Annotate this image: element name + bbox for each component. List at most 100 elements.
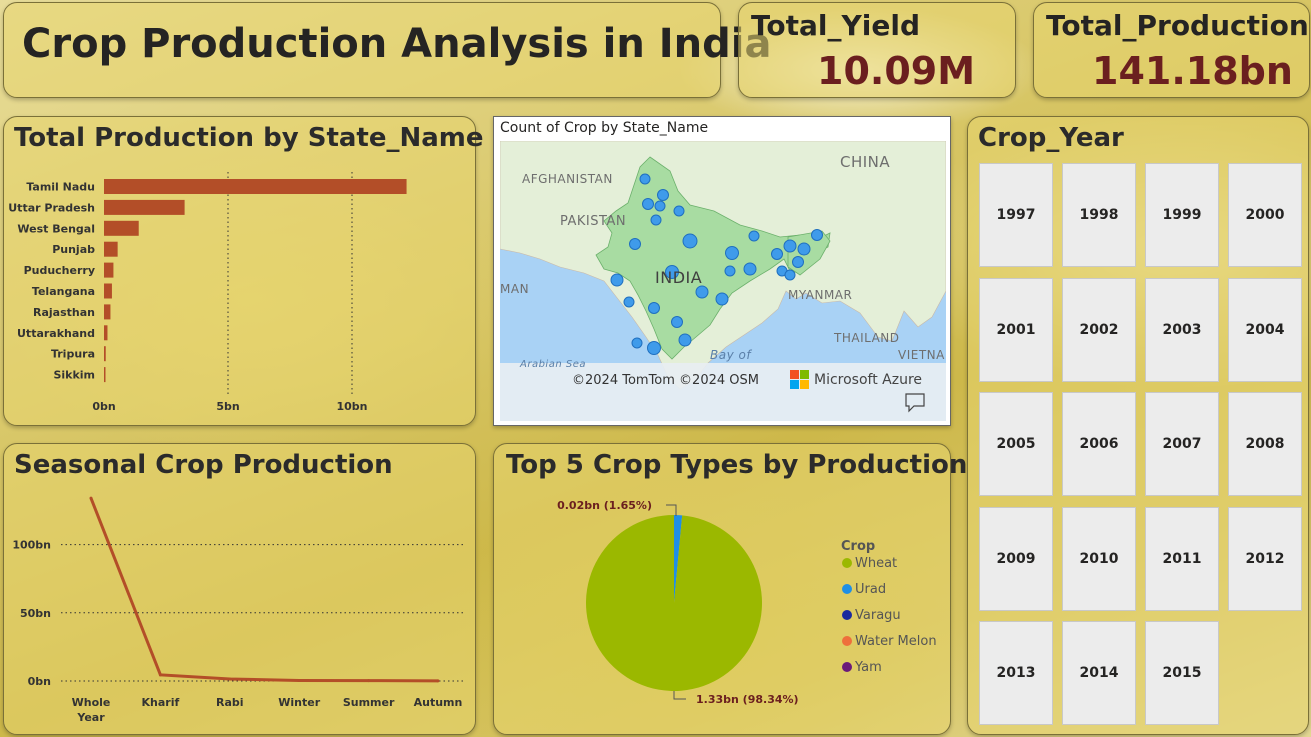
state-dot[interactable] bbox=[629, 238, 641, 250]
x-tick-label: 10bn bbox=[336, 400, 367, 413]
legend-item[interactable]: Varagu bbox=[855, 608, 901, 623]
total-yield-card: Total_Yield 10.09M bbox=[738, 2, 1016, 98]
state-dot[interactable] bbox=[695, 285, 709, 299]
total-production-value: 141.18bn bbox=[1092, 49, 1293, 93]
pie-leader-line bbox=[673, 691, 686, 700]
legend-item[interactable]: Water Melon bbox=[855, 634, 937, 649]
year-tile[interactable]: 2007 bbox=[1145, 392, 1219, 496]
state-bar[interactable] bbox=[104, 241, 118, 257]
year-tile[interactable]: 2008 bbox=[1228, 392, 1302, 496]
state-bar[interactable] bbox=[104, 325, 108, 341]
state-dot[interactable] bbox=[743, 262, 757, 276]
state-dot[interactable] bbox=[671, 316, 683, 328]
season-point[interactable] bbox=[89, 496, 93, 500]
legend-item[interactable]: Yam bbox=[854, 660, 882, 675]
legend-swatch bbox=[842, 662, 852, 672]
total-production-label: Total_Production bbox=[1046, 9, 1309, 42]
year-tile[interactable]: 2004 bbox=[1228, 277, 1302, 382]
state-bar[interactable] bbox=[104, 304, 111, 320]
year-tile[interactable]: 2015 bbox=[1145, 621, 1219, 725]
map-label-afghanistan: AFGHANISTAN bbox=[522, 172, 613, 186]
year-tile[interactable]: 1997 bbox=[979, 163, 1053, 267]
state-bar[interactable] bbox=[104, 220, 139, 236]
state-bar[interactable] bbox=[104, 179, 407, 194]
state-dot[interactable] bbox=[673, 205, 685, 217]
season-point[interactable] bbox=[297, 678, 301, 682]
seasonal-chart-title: Seasonal Crop Production bbox=[14, 450, 393, 480]
state-bar[interactable] bbox=[104, 262, 114, 278]
state-label: West Bengal bbox=[17, 222, 95, 235]
legend-item[interactable]: Wheat bbox=[855, 556, 897, 571]
state-dot[interactable] bbox=[657, 189, 669, 201]
season-point[interactable] bbox=[367, 679, 371, 683]
state-label: Uttarakhand bbox=[17, 327, 95, 340]
year-tile[interactable]: 1998 bbox=[1062, 163, 1136, 267]
map-label-arabian-sea: Arabian Sea bbox=[519, 359, 586, 370]
state-dot[interactable] bbox=[797, 242, 811, 256]
state-dot[interactable] bbox=[811, 229, 823, 241]
year-tile[interactable]: 1999 bbox=[1145, 163, 1219, 267]
map-label-thailand: THAILAND bbox=[833, 331, 900, 345]
state-bar[interactable] bbox=[104, 346, 106, 362]
seasonal-line[interactable] bbox=[89, 497, 439, 683]
year-tile[interactable]: 2005 bbox=[979, 392, 1053, 496]
map-attribution: ©2024 TomTom ©2024 OSM bbox=[572, 373, 759, 388]
state-production-panel: Total Production by State_Name 0bn 5bn 10b… bbox=[3, 116, 484, 426]
map-canvas[interactable]: AFGHANISTAN PAKISTAN CHINA INDIA MYANMAR… bbox=[500, 141, 946, 421]
year-tile[interactable]: 2002 bbox=[1062, 277, 1136, 382]
state-dot[interactable] bbox=[724, 265, 736, 277]
legend-item[interactable]: Urad bbox=[855, 582, 886, 597]
state-dot[interactable] bbox=[647, 341, 661, 355]
page-title: Crop Production Analysis in India bbox=[22, 21, 772, 67]
year-tile[interactable]: 2006 bbox=[1062, 392, 1136, 496]
state-dot[interactable] bbox=[725, 246, 739, 260]
state-label: Punjab bbox=[52, 243, 95, 256]
map-label-pakistan: PAKISTAN bbox=[560, 214, 626, 229]
state-dot[interactable] bbox=[648, 302, 660, 314]
pie-chart-title: Top 5 Crop Types by Production bbox=[506, 450, 968, 480]
state-dot[interactable] bbox=[631, 337, 643, 349]
season-label: Whole Year bbox=[72, 696, 111, 724]
map-label-china: CHINA bbox=[840, 153, 890, 171]
season-point[interactable] bbox=[158, 673, 162, 677]
state-label: Uttar Pradesh bbox=[8, 201, 95, 214]
map-label-vietnam: VIETNA bbox=[898, 348, 945, 362]
total-yield-label: Total_Yield bbox=[751, 9, 920, 42]
state-dot[interactable] bbox=[610, 273, 624, 287]
seasonal-line-chart: 0bn 50bn 100bn Whole Year Kharif Rabi Winter Sum… bbox=[12, 496, 464, 724]
state-bar[interactable] bbox=[104, 367, 106, 383]
state-dot[interactable] bbox=[784, 269, 796, 281]
state-dot[interactable] bbox=[665, 265, 679, 279]
state-dot[interactable] bbox=[654, 200, 666, 212]
state-dot[interactable] bbox=[783, 239, 797, 253]
map-brand: Microsoft Azure bbox=[814, 372, 922, 388]
year-tile[interactable]: 2003 bbox=[1145, 277, 1219, 382]
state-dot[interactable] bbox=[771, 248, 783, 260]
state-dot[interactable] bbox=[642, 198, 654, 210]
year-tile[interactable]: 2001 bbox=[979, 277, 1053, 382]
year-tile[interactable]: 2009 bbox=[979, 506, 1053, 611]
map-panel: Count of Crop by State_Name bbox=[493, 116, 951, 426]
comment-icon[interactable] bbox=[905, 393, 925, 413]
year-tile[interactable]: 2000 bbox=[1228, 163, 1302, 267]
state-dot[interactable] bbox=[715, 292, 729, 306]
state-bar[interactable] bbox=[104, 199, 185, 215]
state-dot[interactable] bbox=[792, 256, 804, 268]
season-point[interactable] bbox=[228, 677, 232, 681]
year-tile[interactable]: 2014 bbox=[1062, 621, 1136, 725]
year-tile[interactable]: 2013 bbox=[979, 621, 1053, 725]
state-dot[interactable] bbox=[748, 230, 760, 242]
season-point[interactable] bbox=[436, 679, 440, 683]
state-dot[interactable] bbox=[623, 296, 635, 308]
pie-data-label: 0.02bn (1.65%) bbox=[557, 499, 652, 512]
pie-slice[interactable] bbox=[674, 515, 683, 603]
state-dot[interactable] bbox=[639, 173, 651, 185]
year-tile[interactable]: 2011 bbox=[1145, 506, 1219, 611]
state-dot[interactable] bbox=[682, 233, 698, 249]
year-tile[interactable]: 2010 bbox=[1062, 506, 1136, 611]
state-dot[interactable] bbox=[678, 333, 692, 347]
year-tile[interactable]: 2012 bbox=[1228, 506, 1302, 611]
pie-slice[interactable] bbox=[585, 515, 762, 691]
state-dot[interactable] bbox=[650, 214, 662, 226]
state-bar[interactable] bbox=[104, 283, 112, 299]
